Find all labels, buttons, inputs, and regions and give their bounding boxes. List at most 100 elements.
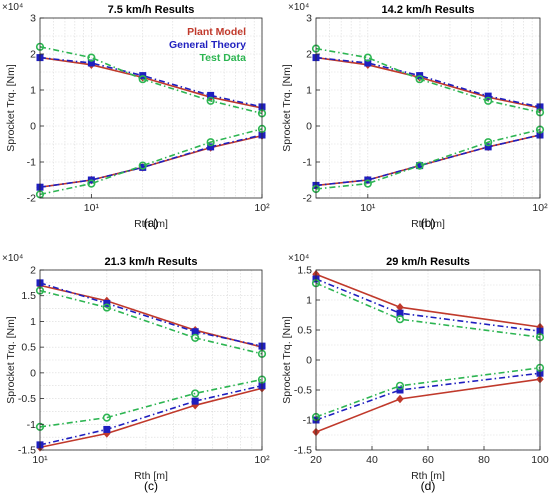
x-tick-label: 100 xyxy=(531,454,549,466)
data-point xyxy=(138,75,147,84)
data-point xyxy=(102,303,111,312)
chart-title: 7.5 km/h Results xyxy=(108,4,195,16)
y-tick-label: 1 xyxy=(30,316,36,328)
x-tick-label: 10² xyxy=(254,454,270,466)
axes-frame xyxy=(39,17,263,199)
data-point xyxy=(415,75,424,84)
y-exponent-label: ×10⁴ xyxy=(288,2,309,13)
y-tick-label: -1 xyxy=(303,415,312,427)
series-line xyxy=(39,387,263,449)
panel-caption: (a) xyxy=(144,216,159,230)
data-point xyxy=(396,386,404,394)
chart-title: 21.3 km/h Results xyxy=(105,256,198,268)
x-axis-label: Rth [m] xyxy=(134,470,168,482)
x-axis-label: Rth [m] xyxy=(134,218,168,230)
legend-entry: Plant Model xyxy=(187,26,246,38)
y-tick-label: -1.5 xyxy=(18,445,36,457)
data-point xyxy=(191,397,199,405)
data-point xyxy=(206,138,215,147)
chart-panel-a: 10¹ 10² -2 -1 0 1 2 3 ×10⁴ 7.5 km/h Results Rth [m… xyxy=(2,2,270,230)
series-line xyxy=(315,372,541,421)
gridlines xyxy=(39,269,263,451)
data-point xyxy=(87,59,95,67)
data-point xyxy=(484,92,492,100)
x-tick-label: 60 xyxy=(422,454,434,466)
panel-caption: (b) xyxy=(421,216,436,230)
data-point xyxy=(364,59,372,67)
data-point xyxy=(363,179,372,188)
data-point xyxy=(191,333,200,342)
y-axis-label: Sprocket Trq. [Nm] xyxy=(281,64,293,152)
series-line xyxy=(39,46,263,115)
series-line xyxy=(315,134,541,187)
x-tick-label: 10² xyxy=(532,202,548,214)
legend-entry: General Theory xyxy=(169,39,246,51)
y-exponent-label: ×10⁴ xyxy=(2,253,23,264)
data-point xyxy=(484,96,493,105)
y-tick-label: 0 xyxy=(30,121,36,133)
data-point xyxy=(395,315,405,324)
y-tick-label: -2 xyxy=(303,193,312,205)
y-tick-label: 1.5 xyxy=(297,265,312,277)
chart-title: 29 km/h Results xyxy=(386,256,470,268)
data-point xyxy=(484,143,492,151)
data-point xyxy=(191,389,200,398)
series-line xyxy=(39,284,263,348)
y-tick-label: -1.5 xyxy=(294,445,312,457)
data-point xyxy=(102,413,111,422)
data-point xyxy=(484,138,493,147)
data-point xyxy=(206,96,215,105)
data-point xyxy=(103,425,111,433)
y-tick-label: 3 xyxy=(30,13,36,25)
y-tick-label: 0 xyxy=(306,355,312,367)
y-exponent-label: ×10⁴ xyxy=(288,253,309,264)
y-tick-label: 3 xyxy=(306,13,312,25)
x-tick-label: 10¹ xyxy=(32,454,48,466)
legend-entry: Test Data xyxy=(200,52,247,64)
y-exponent-label: ×10⁴ xyxy=(2,2,23,13)
y-axis-label: Sprocket Trq. [Nm] xyxy=(5,64,17,152)
y-tick-label: 0 xyxy=(306,121,312,133)
panel-caption: (c) xyxy=(144,479,158,493)
data-point xyxy=(87,179,96,188)
y-tick-label: 0.5 xyxy=(21,342,36,354)
y-tick-label: -2 xyxy=(27,193,36,205)
x-tick-label: 20 xyxy=(310,454,322,466)
data-point xyxy=(207,91,215,99)
x-tick-label: 10² xyxy=(254,202,270,214)
series-line xyxy=(39,378,263,428)
y-tick-label: -1 xyxy=(303,157,312,169)
y-tick-label: 1 xyxy=(30,85,36,97)
x-axis-label: Rth [m] xyxy=(411,218,445,230)
x-tick-label: 80 xyxy=(478,454,490,466)
series-line xyxy=(315,47,541,114)
axes-frame xyxy=(39,269,263,451)
data-point xyxy=(396,394,404,404)
panel-caption: (d) xyxy=(421,479,436,493)
data-point xyxy=(138,161,147,170)
data-point xyxy=(395,381,405,390)
y-axis-label: Sprocket Trq. [Nm] xyxy=(281,316,293,404)
data-point xyxy=(415,161,424,170)
series-line xyxy=(315,367,541,418)
y-tick-label: -0.5 xyxy=(18,393,36,405)
chart-title: 14.2 km/h Results xyxy=(382,4,475,16)
data-point xyxy=(207,143,215,151)
x-tick-label: 40 xyxy=(366,454,378,466)
series-line xyxy=(315,282,541,338)
y-tick-label: 2 xyxy=(306,49,312,61)
y-tick-label: -1 xyxy=(27,157,36,169)
y-tick-label: -0.5 xyxy=(294,385,312,397)
y-tick-label: 0 xyxy=(30,367,36,379)
y-tick-label: 1 xyxy=(306,85,312,97)
series-line xyxy=(315,56,541,108)
y-tick-label: -1 xyxy=(27,419,36,431)
chart-panel-c: 10¹ 10² -1.5 -1 -0.5 0 0.5 1 1.5 2 ×10⁴ 21.3 km/h R… xyxy=(2,253,270,493)
y-tick-label: 1.5 xyxy=(21,290,36,302)
x-tick-label: 10¹ xyxy=(84,202,100,214)
chart-panel-d: 20 40 60 80 100 -1.5 -1 -0.5 0 0.5 1 1.5×10⁴ 29 km/h… xyxy=(281,253,549,493)
x-axis-label: Rth [m] xyxy=(411,470,445,482)
y-tick-label: 1 xyxy=(306,295,312,307)
